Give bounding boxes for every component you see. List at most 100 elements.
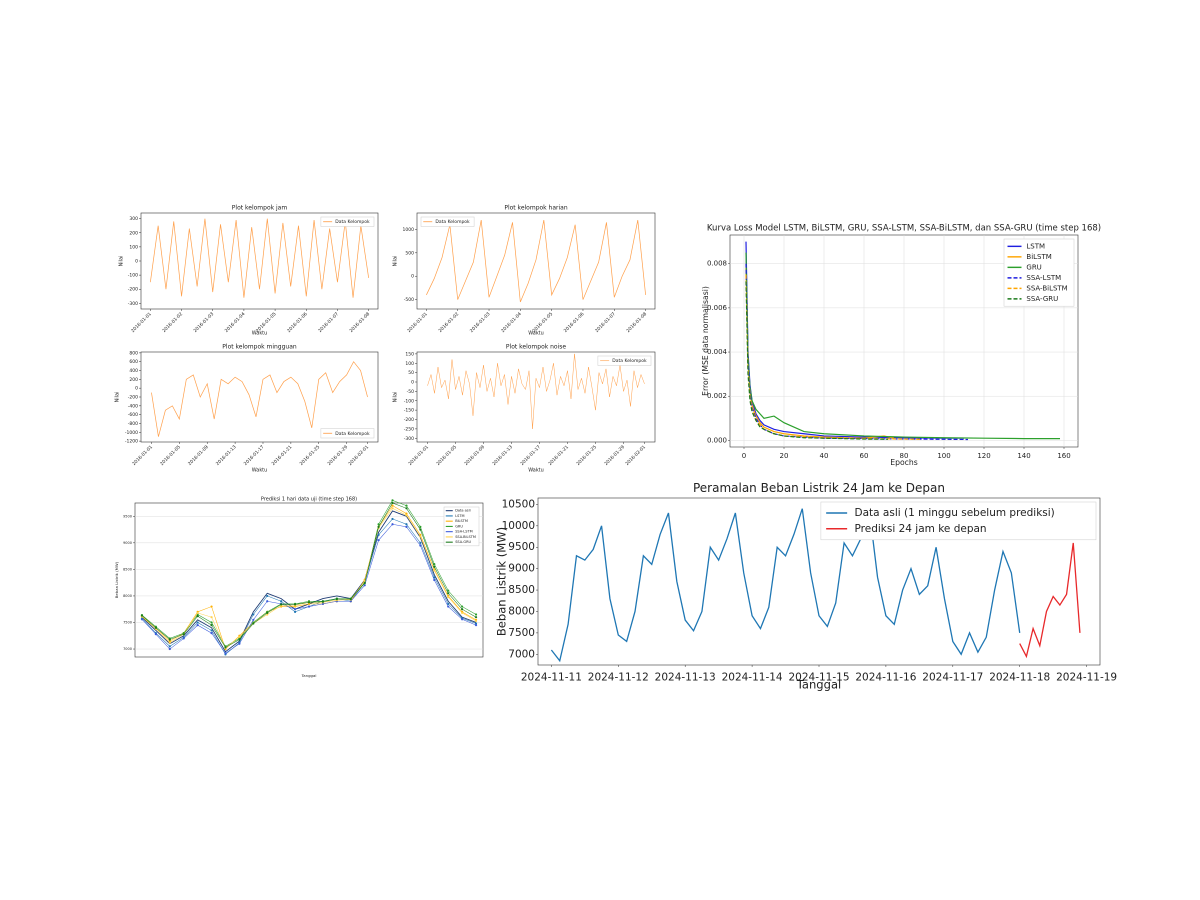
marker [238, 635, 241, 638]
y-tick-label: 600 [129, 359, 138, 365]
marker [252, 622, 255, 625]
marker [433, 578, 436, 582]
y-tick-label: 200 [129, 377, 138, 383]
y-tick-label: -100 [404, 398, 414, 404]
marker [405, 525, 408, 528]
marker [154, 633, 157, 636]
chart-title: Peramalan Beban Listrik 24 Jam ke Depan [693, 481, 945, 495]
marker [391, 523, 394, 526]
marker [349, 598, 352, 601]
marker [266, 600, 269, 603]
marker [238, 642, 241, 645]
x-axis-label: Waktu [528, 468, 544, 474]
y-tick-label: 9000 [123, 541, 132, 545]
marker [461, 605, 464, 608]
legend-label: Prediksi 24 jam ke depan [855, 523, 987, 535]
marker [168, 647, 171, 651]
marker [377, 523, 380, 526]
legend-label: SSA-BiLSTM [1026, 284, 1067, 292]
marker [210, 605, 213, 608]
marker [363, 584, 366, 587]
marker [474, 613, 478, 616]
marker [447, 595, 450, 599]
y-tick-label: 300 [129, 216, 138, 222]
marker [474, 616, 478, 619]
marker [224, 652, 227, 655]
y-tick-label: -1200 [125, 439, 138, 445]
marker [252, 618, 255, 621]
marker [363, 582, 366, 585]
marker [474, 619, 478, 622]
x-tick-label: 2024-11-19 [1056, 672, 1117, 684]
y-tick-label: 0 [411, 274, 414, 280]
marker [182, 637, 185, 640]
y-tick-label: 0 [135, 259, 138, 265]
y-tick-label: -300 [128, 301, 138, 307]
x-tick-label: 2024-11-16 [855, 672, 916, 684]
legend-label: SSA-LSTM [455, 530, 472, 534]
y-tick-label: -200 [128, 395, 138, 401]
marker [461, 618, 464, 621]
plot-area [140, 212, 379, 310]
marker [391, 501, 394, 505]
x-tick-label: 60 [860, 452, 869, 460]
marker [405, 504, 408, 507]
legend-label: Data Kelompok [335, 431, 370, 437]
legend-label: Data asli [455, 509, 470, 513]
marker [210, 632, 213, 635]
x-tick-label: 2024-11-11 [521, 672, 582, 684]
marker [474, 624, 478, 627]
marker [405, 514, 408, 517]
marker [168, 641, 171, 644]
y-tick-label: -500 [404, 297, 414, 303]
marker [196, 621, 199, 624]
marker [419, 535, 422, 538]
x-tick-label: 2024-11-13 [655, 672, 716, 684]
marker [196, 611, 199, 615]
x-axis-label: Tanggal [796, 678, 841, 692]
x-tick-label: 2024-11-17 [922, 672, 983, 684]
marker [280, 603, 283, 606]
legend-label: SSA-GRU [1026, 295, 1058, 303]
y-axis-label: Nilai [393, 256, 399, 267]
y-tick-label: 7000 [508, 648, 535, 660]
y-tick-label: 0.006 [707, 304, 728, 312]
y-axis-label: Beban Listrik (MW) [114, 561, 119, 598]
legend-label: BiLSTM [1026, 253, 1051, 261]
marker [293, 608, 297, 611]
y-tick-label: 800 [129, 350, 138, 356]
x-axis-label: Tanggal [301, 673, 317, 678]
marker [210, 616, 213, 619]
legend-label: SSA-BiLSTM [455, 535, 476, 539]
legend-label: SSA-LSTM [1026, 274, 1061, 282]
x-axis-label: Waktu [252, 468, 268, 474]
marker [391, 507, 394, 510]
y-tick-label: 8000 [508, 605, 535, 617]
marker [474, 622, 478, 625]
marker [405, 523, 408, 526]
x-tick-label: 2024-11-18 [989, 672, 1050, 684]
marker [168, 645, 171, 648]
x-tick-label: 0 [742, 452, 746, 460]
marker [266, 594, 269, 598]
y-axis-label: Beban Listrik (MW) [495, 527, 509, 636]
legend-label: Data Kelompok [335, 219, 370, 225]
series-line [1019, 542, 1081, 659]
legend-box [597, 355, 652, 366]
x-tick-label: 40 [820, 452, 829, 460]
marker [461, 608, 464, 611]
marker [252, 613, 255, 616]
chart-title: Plot kelompok harian [504, 205, 568, 212]
x-tick-label: 140 [1017, 452, 1030, 460]
x-tick-label: 160 [1057, 452, 1070, 460]
marker [266, 611, 269, 615]
marker [419, 544, 422, 547]
x-axis-label: Waktu [252, 331, 268, 337]
x-tick-label: 80 [900, 452, 909, 460]
y-tick-label: 8000 [123, 594, 132, 598]
legend-label: Data Kelompok [435, 219, 470, 225]
y-tick-label: 0.004 [707, 348, 728, 356]
x-tick-label: 120 [977, 452, 990, 460]
